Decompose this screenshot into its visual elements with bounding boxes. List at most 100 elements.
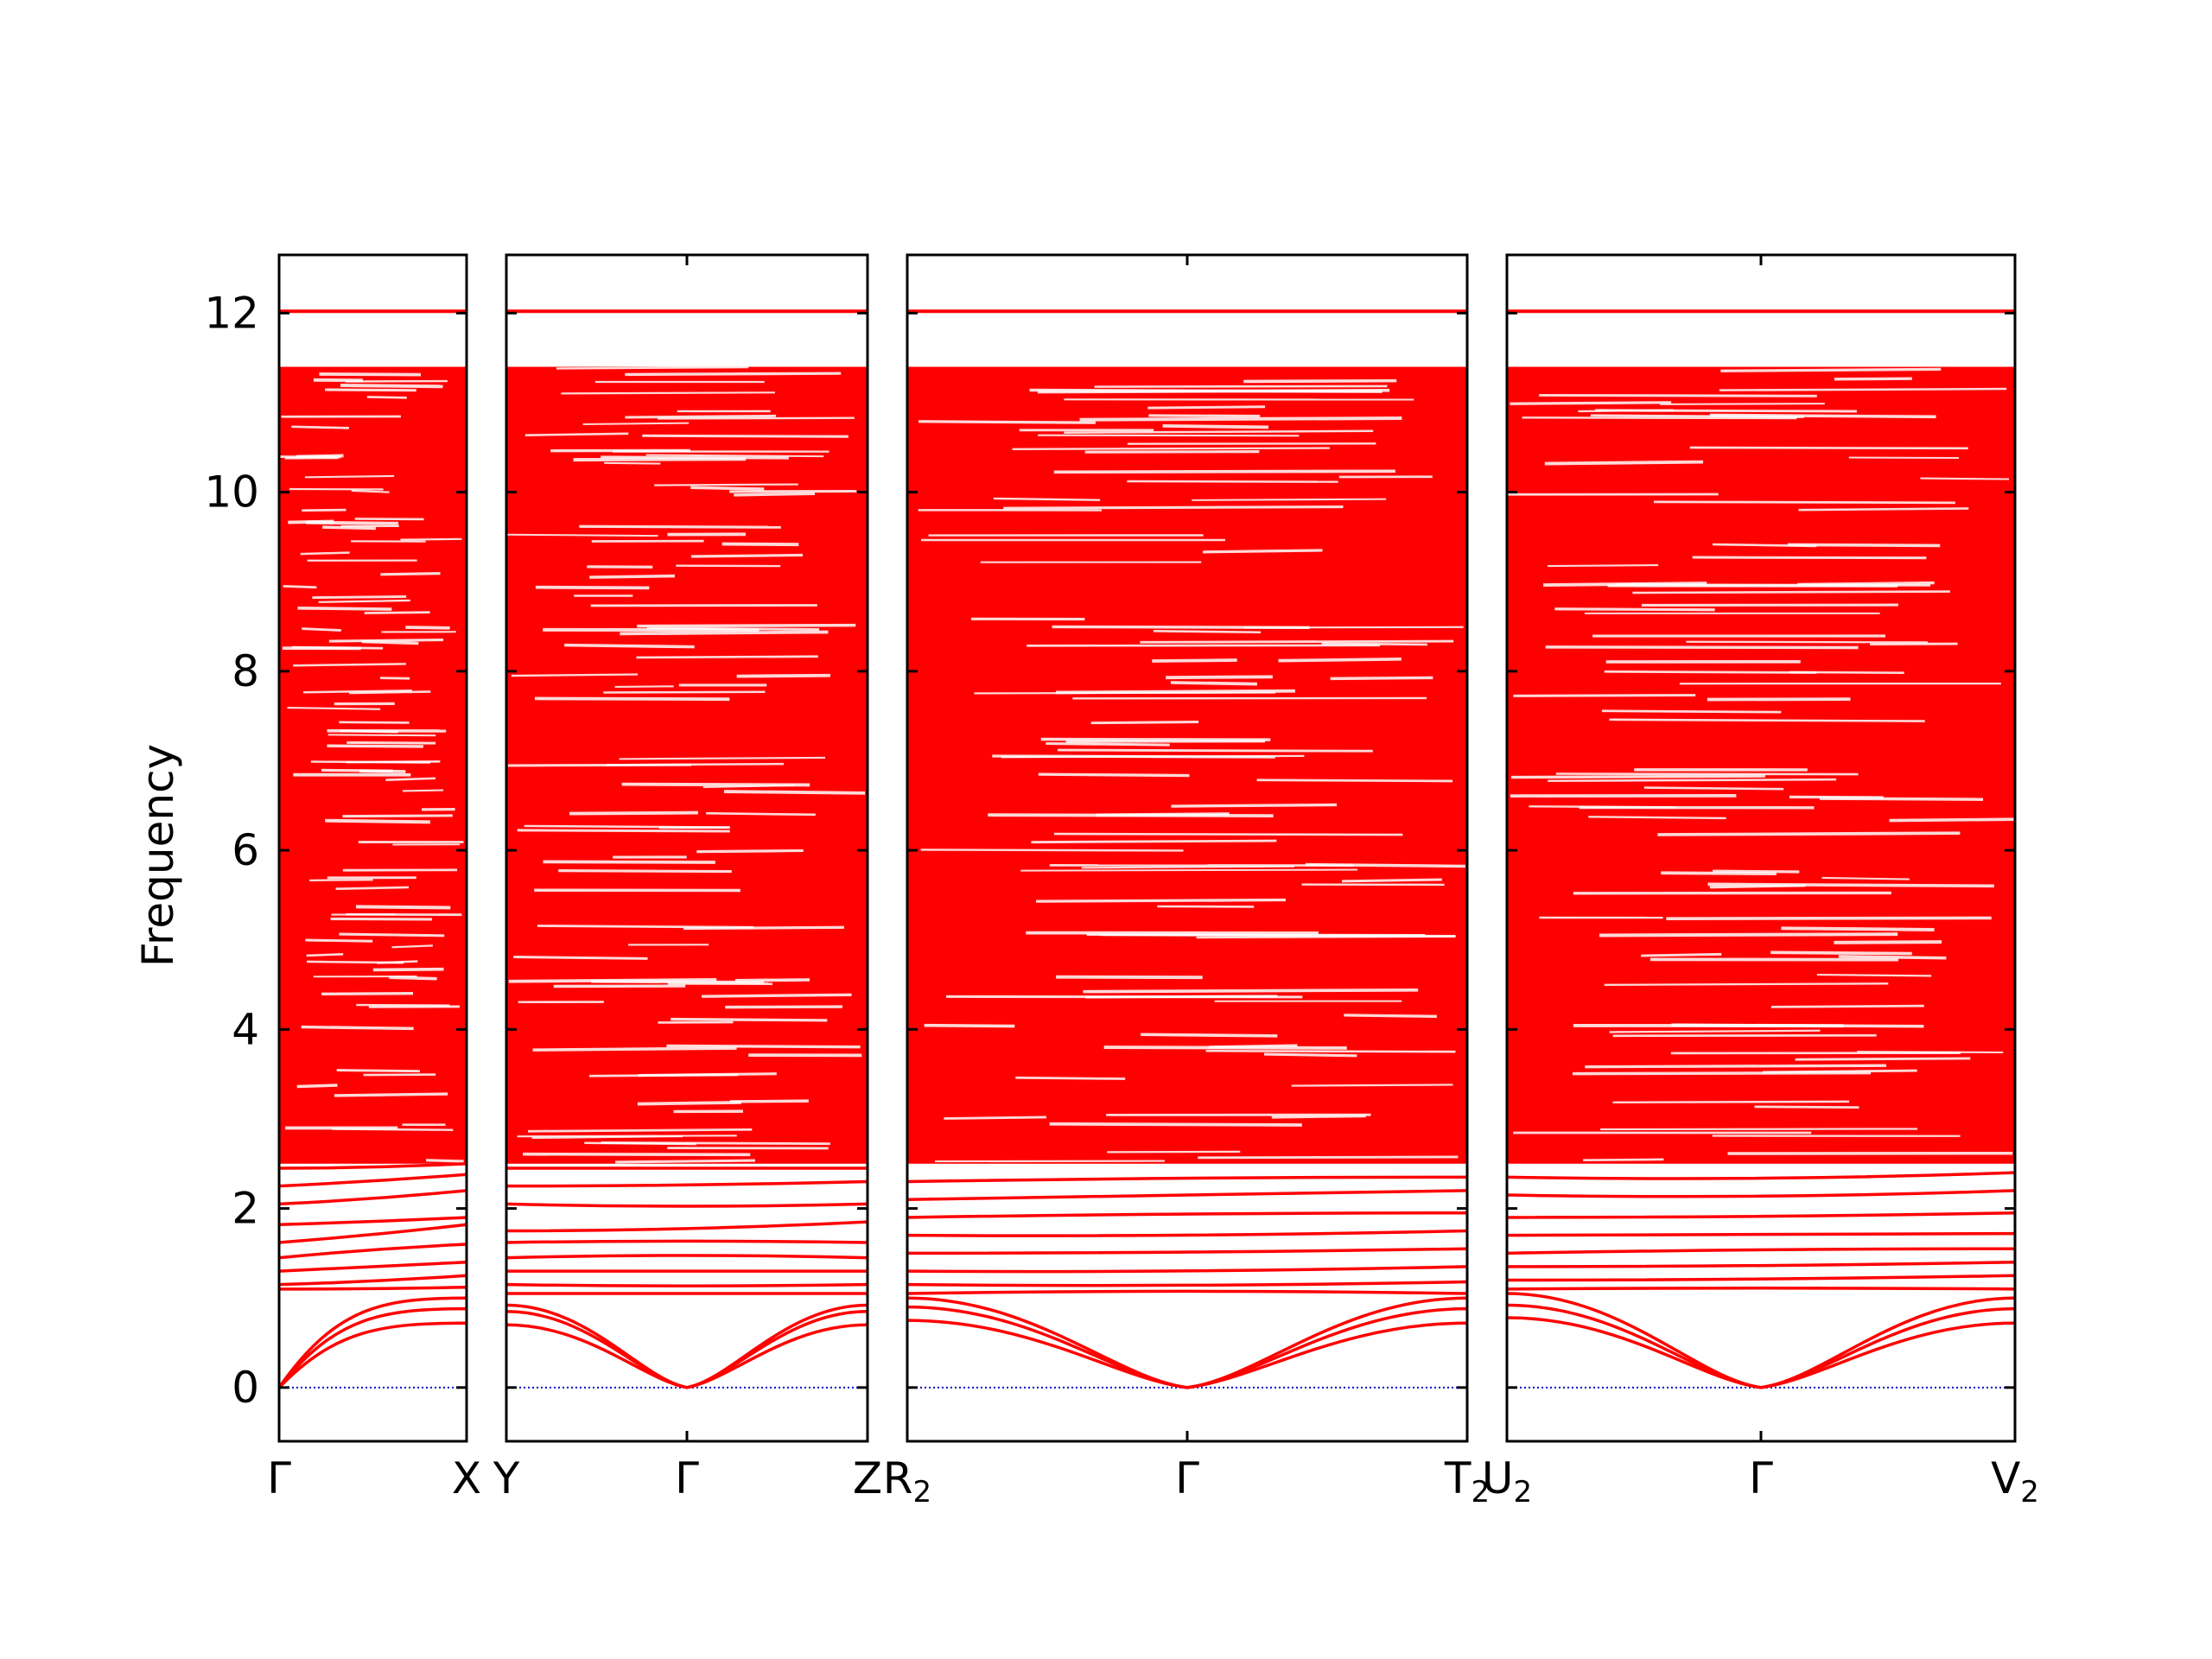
band-gap-streak — [1554, 607, 1715, 612]
band-gap-streak — [1889, 817, 2015, 823]
band-gap-streak — [601, 455, 789, 460]
band-gap-streak — [330, 917, 433, 921]
band-gap-streak — [340, 383, 443, 389]
band-gap-streak — [339, 721, 410, 724]
band-gap-streak — [1038, 772, 1190, 778]
band-gap-streak — [582, 422, 690, 426]
acoustic-branch — [906, 1319, 1468, 1389]
y-tick-label: 6 — [232, 825, 259, 875]
band-gap-streak — [556, 365, 749, 370]
band-gap-streak — [1604, 982, 1889, 987]
optical-branch — [906, 1175, 1468, 1184]
band-gap-streak — [690, 553, 804, 558]
optical-branch — [505, 1179, 868, 1188]
band-gap-streak — [615, 1159, 755, 1164]
optical-branch — [505, 1282, 868, 1287]
band-gap-streak — [531, 1135, 683, 1140]
band-gap-streak — [1789, 671, 1904, 674]
band-gap-streak — [508, 978, 717, 983]
acoustic-branch — [906, 1305, 1468, 1389]
band-gap-streak — [349, 690, 431, 695]
band-gap-streak — [517, 829, 730, 833]
optical-branch — [1506, 1247, 2016, 1255]
band-gap-streak — [1341, 878, 1442, 883]
band-gap-streak — [1036, 898, 1286, 903]
acoustic-branch — [505, 1310, 868, 1389]
band-gap-streak — [1031, 839, 1277, 844]
band-gap-streak — [296, 1084, 338, 1089]
acoustic-branch — [1506, 1303, 2016, 1389]
band-gap-streak — [1671, 1023, 1924, 1028]
y-tick-label: 0 — [232, 1363, 259, 1413]
band-gap-streak — [1754, 1105, 1859, 1109]
band-gap-streak — [1692, 556, 1927, 560]
band-gap-streak — [1203, 549, 1323, 554]
band-gap-streak — [734, 492, 816, 497]
band-gap-streak — [1601, 709, 1782, 714]
band-gap-streak — [1555, 772, 1859, 776]
optical-branch — [906, 1137, 1468, 1143]
band-gap-streak — [372, 967, 444, 972]
optical-branch — [278, 1216, 467, 1226]
band-gap-streak — [513, 955, 648, 960]
band-gap-streak — [363, 1073, 436, 1077]
band-gap-streak — [1686, 640, 1929, 644]
band-gap-streak — [558, 869, 732, 874]
band-gap-streak — [638, 1072, 777, 1077]
band-gap-streak — [507, 533, 658, 537]
band-gap-streak — [385, 777, 436, 781]
band-gap-streak — [645, 454, 824, 458]
band-gap-streak — [1205, 1049, 1456, 1053]
band-gap-streak — [625, 414, 777, 419]
band-gap-streak — [325, 388, 416, 392]
dense-band-region — [1507, 366, 2015, 1164]
band-gap-streak — [1027, 644, 1381, 647]
band-gap-streak — [1263, 1052, 1357, 1058]
panel-frames-layer — [277, 253, 2017, 1443]
optical-branch — [505, 1254, 868, 1260]
band-gap-streak — [346, 760, 441, 764]
acoustic-branch — [505, 1303, 868, 1389]
band-gap-streak — [1578, 409, 1674, 413]
band-gap-streak — [1510, 401, 1672, 405]
band-gap-streak — [532, 1046, 737, 1052]
band-gap-streak — [1612, 1100, 1850, 1104]
band-gap-streak — [321, 991, 414, 996]
y-tick-label: 10 — [204, 467, 259, 518]
band-gap-streak — [322, 525, 376, 531]
band-gap-streak — [1834, 377, 1912, 381]
band-gap-streak — [696, 849, 804, 854]
band-gap-streak — [1838, 955, 1947, 960]
band-gap-streak — [405, 626, 450, 630]
band-gap-streak — [1085, 995, 1278, 999]
x-tick-label: Γ — [1175, 1453, 1199, 1503]
band-gap-streak — [1709, 413, 1936, 419]
band-gap-streak — [729, 1099, 809, 1103]
dense-band-region — [907, 366, 1467, 1164]
band-gap-streak — [1192, 498, 1387, 501]
band-gap-streak — [283, 584, 317, 589]
band-gap-streak — [683, 925, 845, 931]
band-gap-streak — [523, 1152, 751, 1157]
band-gap-streak — [1256, 779, 1453, 783]
band-gap-streak — [589, 574, 675, 579]
band-gap-streak — [1653, 500, 1955, 505]
band-gap-streak — [604, 461, 661, 465]
band-gap-streak — [992, 754, 1275, 759]
optical-branch — [906, 1280, 1468, 1287]
band-lines-layer — [277, 309, 2016, 1389]
acoustic-branch — [1506, 1292, 2016, 1389]
band-gap-streak — [543, 860, 715, 864]
band-gap-streak — [690, 486, 765, 491]
band-gap-streak — [1770, 1004, 1924, 1008]
x-tick-label: V2 — [1991, 1453, 2039, 1510]
band-gap-streak — [425, 1159, 464, 1163]
band-gap-streak — [355, 905, 451, 910]
optical-branch — [278, 1261, 467, 1273]
band-gap-streak — [1170, 681, 1257, 686]
band-gap-streak — [702, 993, 852, 998]
band-gap-streak — [1529, 805, 1677, 809]
band-gap-streak — [301, 1025, 414, 1031]
optical-branch — [1506, 1274, 2016, 1282]
